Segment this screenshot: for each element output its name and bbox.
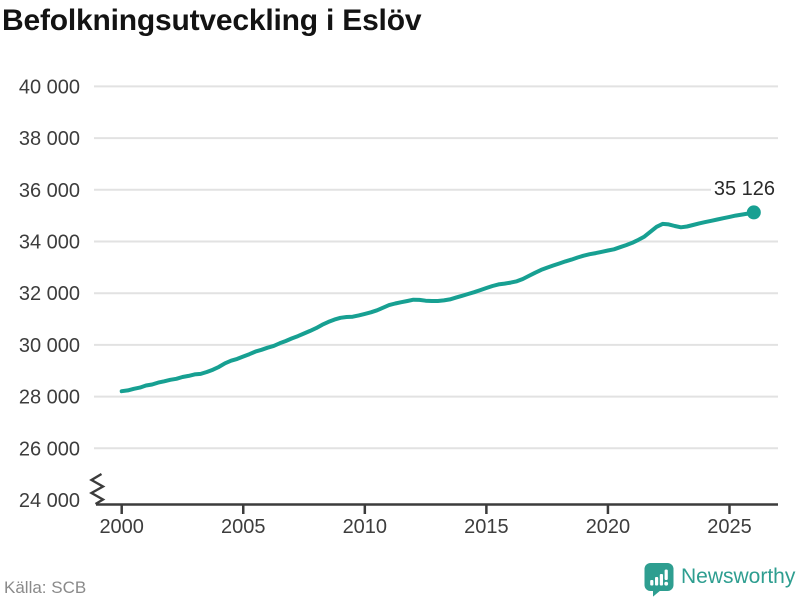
last-point-dot: [746, 205, 761, 220]
x-tick-label: 2025: [707, 516, 752, 538]
x-tick-label: 2010: [343, 516, 388, 538]
y-tick-label: 24 000: [19, 490, 80, 512]
y-tick-label: 38 000: [19, 128, 80, 150]
population-line: [119, 210, 756, 394]
chart-title: Befolkningsutveckling i Eslöv: [2, 4, 422, 37]
newsworthy-wordmark: Newsworthy: [681, 565, 796, 588]
last-value-label: 35 126: [710, 178, 778, 201]
y-tick-label: 26 000: [19, 438, 80, 460]
x-tick-label: 2000: [99, 516, 144, 538]
newsworthy-speech-bubble-bar-chart-icon: [644, 563, 674, 597]
y-tick-label: 30 000: [19, 335, 80, 357]
x-tick-label: 2020: [586, 516, 631, 538]
y-tick-label: 28 000: [19, 387, 80, 409]
newsworthy-logo: Newsworthy: [644, 562, 795, 597]
y-tick-label: 34 000: [19, 232, 80, 254]
population-line-chart: 40 000 38 000 36 000 34 000 32 000 30 000 28 0…: [19, 76, 778, 538]
source-label: Källa: SCB: [4, 578, 87, 597]
y-tick-label: 40 000: [19, 76, 80, 98]
x-tick-label: 2005: [221, 516, 266, 538]
y-tick-label: 32 000: [19, 283, 80, 305]
y-tick-label: 36 000: [19, 180, 80, 202]
axis-break-icon: [89, 472, 106, 506]
x-tick-label: 2015: [464, 516, 509, 538]
